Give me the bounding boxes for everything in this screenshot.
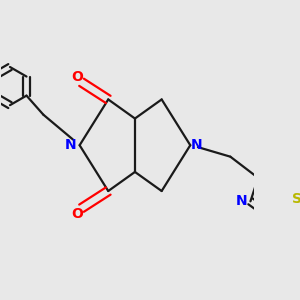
Text: S: S (292, 192, 300, 206)
Text: O: O (71, 207, 83, 221)
Text: N: N (65, 138, 77, 152)
Text: N: N (236, 194, 248, 208)
Text: N: N (191, 138, 203, 152)
Text: O: O (71, 70, 83, 83)
